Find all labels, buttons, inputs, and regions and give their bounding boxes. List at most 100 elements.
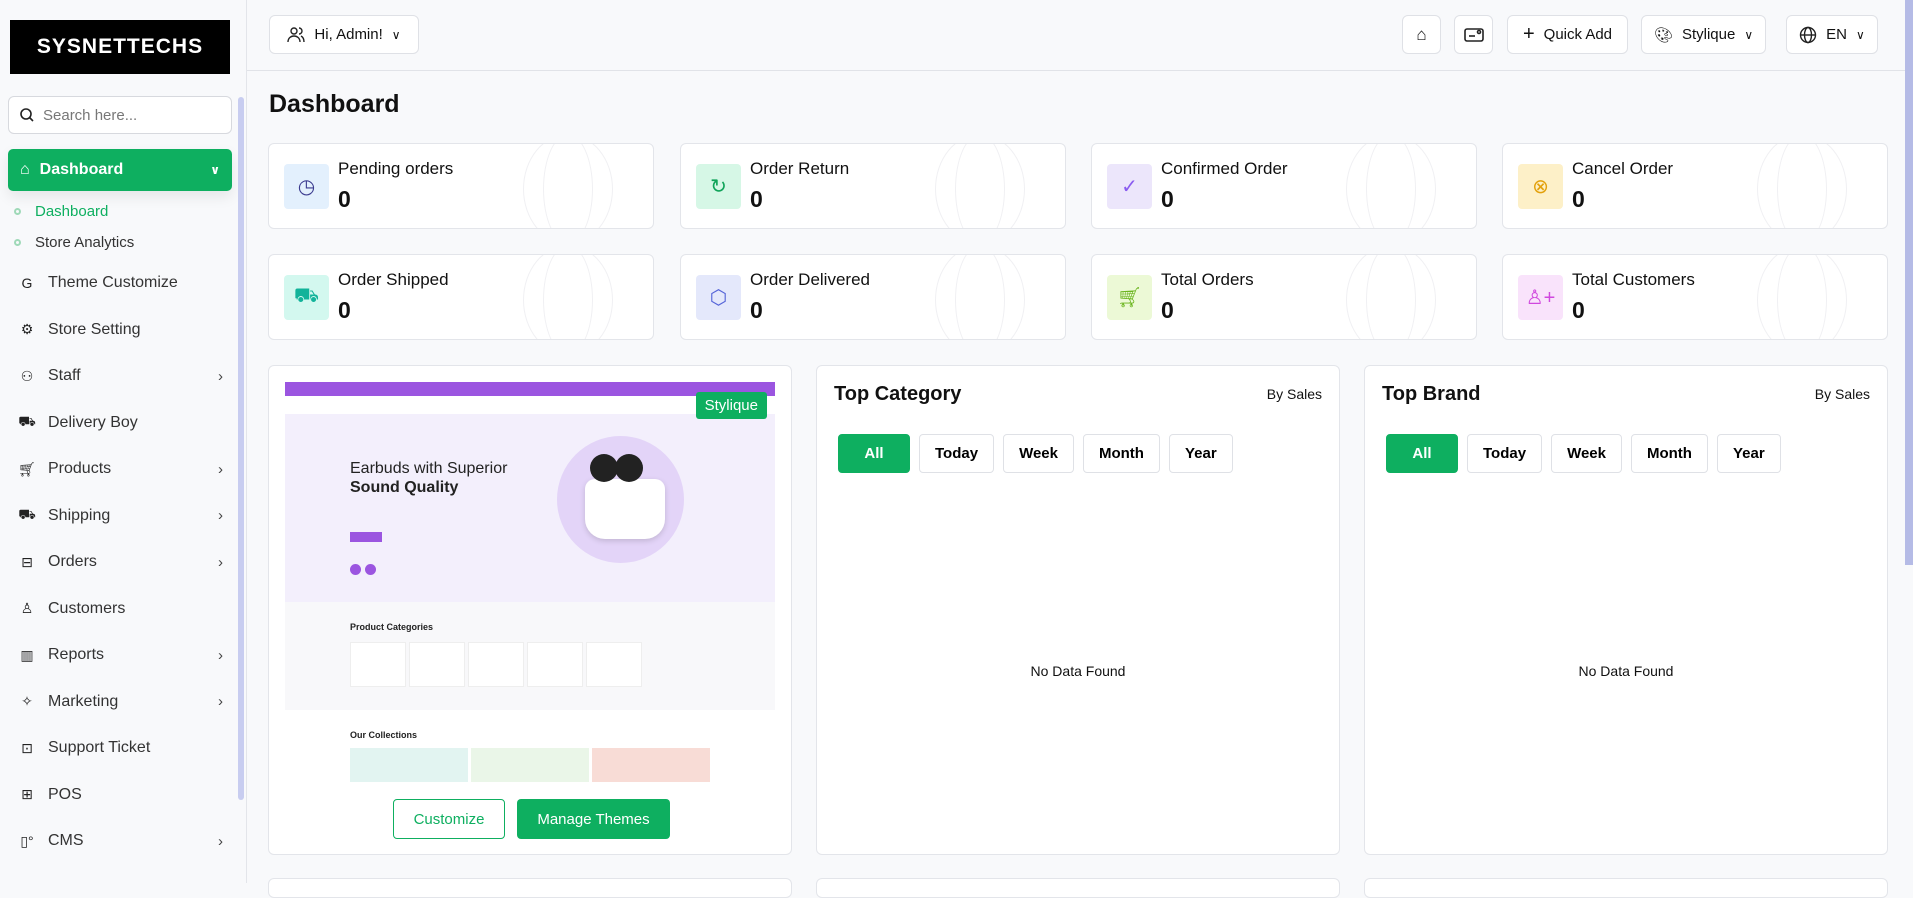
pos-icon: ⊞ [21, 786, 33, 802]
sidebar-item-products[interactable]: 🛒︎ Products › [18, 455, 223, 483]
next-card [816, 878, 1340, 898]
sidebar-item-label: Support Ticket [48, 739, 151, 756]
filter-today-button[interactable]: Today [1467, 434, 1543, 473]
stat-label: Order Return [750, 159, 850, 178]
cart-icon: 🛒︎ [1107, 275, 1152, 320]
sidebar-item-label: Store Setting [48, 320, 141, 338]
return-icon: ↻ [696, 164, 741, 209]
sidebar-item-delivery-boy[interactable]: ⛟ Delivery Boy [18, 409, 223, 437]
search-input[interactable] [43, 106, 213, 124]
stat-label: Order Shipped [338, 270, 449, 289]
top-brand-panel: Top Brand By Sales All Today Week Month Year… [1364, 365, 1888, 855]
admin-menu-button[interactable]: Hi, Admin! ∨ [269, 15, 419, 54]
filter-week-button[interactable]: Week [1551, 434, 1622, 473]
filter-year-button[interactable]: Year [1716, 434, 1781, 473]
sidebar-item-customers[interactable]: ♙ Customers [18, 595, 223, 623]
gear-icon: ⚙ [20, 321, 34, 337]
theme-icon: G [21, 275, 33, 291]
sidebar-scrollbar[interactable] [238, 97, 244, 800]
panel-title: Top Category [834, 383, 962, 405]
chevron-down-icon: ∨ [391, 27, 401, 42]
next-card [1364, 878, 1888, 898]
sidebar-item-marketing[interactable]: ✧ Marketing › [18, 688, 223, 716]
sidebar-item-theme-customize[interactable]: G Theme Customize [18, 269, 223, 297]
panel-subtitle: By Sales [1814, 386, 1870, 402]
theme-select[interactable]: 🎨︎ Stylique ∨ [1641, 15, 1766, 54]
sidebar-item-support-ticket[interactable]: ⊡ Support Ticket [18, 734, 223, 762]
stat-value: 0 [750, 297, 763, 323]
stat-value: 0 [750, 186, 763, 212]
sidebar-item-label: Delivery Boy [48, 413, 138, 431]
filter-all-button[interactable]: All [1386, 434, 1458, 473]
sidebar-item-label: POS [48, 785, 82, 803]
stat-value: 0 [1572, 297, 1585, 323]
id-card-icon [1463, 27, 1484, 42]
filter-today-button[interactable]: Today [919, 434, 995, 473]
language-select[interactable]: EN ∨ [1786, 15, 1878, 54]
sidebar-item-label: CMS [48, 832, 84, 849]
sidebar-item-label: Dashboard [39, 161, 124, 178]
filter-year-button[interactable]: Year [1168, 434, 1233, 473]
media-button[interactable] [1454, 15, 1493, 54]
stat-card-order-delivered[interactable]: ⬡ Order Delivered 0 [680, 254, 1066, 340]
sidebar-subitem-label: Store Analytics [35, 234, 135, 251]
stat-card-cancel-order[interactable]: ⊗ Cancel Order 0 [1502, 143, 1888, 229]
sidebar-item-cms[interactable]: ▯° CMS › [18, 827, 223, 855]
party-icon: ✧ [21, 693, 33, 709]
sidebar-item-label: Marketing [48, 692, 119, 710]
stat-card-total-customers[interactable]: ♙+ Total Customers 0 [1502, 254, 1888, 340]
stat-card-confirmed-order[interactable]: ✓ Confirmed Order 0 [1091, 143, 1477, 229]
customize-button[interactable]: Customize [393, 799, 505, 839]
manage-themes-button[interactable]: Manage Themes [517, 799, 670, 839]
visit-store-button[interactable]: ⌂ [1402, 15, 1441, 54]
filter-week-button[interactable]: Week [1003, 434, 1074, 473]
filter-group: All Today Week Month Year [1386, 434, 1781, 473]
chevron-right-icon: › [218, 553, 223, 571]
filter-all-button[interactable]: All [838, 434, 910, 473]
box-icon: ⬡ [696, 275, 741, 320]
bullet-icon [14, 208, 21, 215]
stat-card-order-shipped[interactable]: ⛟ Order Shipped 0 [268, 254, 654, 340]
filter-month-button[interactable]: Month [1082, 434, 1160, 473]
truck-icon: ⛟ [284, 275, 329, 320]
sidebar-item-label: Staff [48, 367, 81, 384]
bar-chart-icon: ▥ [20, 646, 34, 663]
stat-label: Cancel Order [1572, 159, 1674, 178]
panel-title: Top Brand [1382, 383, 1481, 405]
palette-icon: 🎨︎ [1653, 26, 1673, 44]
preview-headline: Earbuds with Superior Sound Quality [350, 460, 508, 496]
truck-icon: ⛟ [18, 413, 36, 429]
stat-label: Total Orders [1161, 270, 1254, 289]
users-icon [287, 26, 306, 42]
check-circle-icon: ✓ [1107, 164, 1152, 209]
sidebar-item-reports[interactable]: ▥ Reports › [18, 641, 223, 669]
stat-card-order-return[interactable]: ↻ Order Return 0 [680, 143, 1066, 229]
sidebar-item-dashboard[interactable]: ⌂ Dashboard ∨ [8, 149, 232, 191]
search-box [8, 96, 232, 134]
filter-month-button[interactable]: Month [1630, 434, 1708, 473]
panel-subtitle: By Sales [1266, 386, 1322, 402]
chevron-right-icon: › [218, 693, 223, 710]
logo[interactable]: SYSNETTECHS [10, 20, 230, 74]
globe-icon [1799, 26, 1817, 43]
chevron-down-icon: ∨ [1856, 27, 1865, 42]
sidebar-item-shipping[interactable]: ⛟ Shipping › [18, 502, 223, 530]
sidebar-item-store-setting[interactable]: ⚙ Store Setting [18, 316, 223, 344]
chevron-right-icon: › [218, 646, 223, 664]
next-card [268, 878, 792, 898]
page-scrollbar[interactable] [1905, 0, 1913, 565]
sidebar-item-staff[interactable]: ⚇ Staff › [18, 362, 223, 390]
sidebar-item-orders[interactable]: ⊟ Orders › [18, 548, 223, 576]
cms-icon: ▯° [20, 832, 34, 849]
preview-collections: Our Collections [285, 710, 775, 782]
stat-value: 0 [338, 186, 351, 212]
stat-card-pending-orders[interactable]: ◷ Pending orders 0 [268, 143, 654, 229]
sidebar-item-pos[interactable]: ⊞ POS [18, 781, 223, 809]
sidebar-subitem-dashboard[interactable]: Dashboard [14, 203, 108, 220]
stat-card-total-orders[interactable]: 🛒︎ Total Orders 0 [1091, 254, 1477, 340]
quick-add-button[interactable]: + Quick Add [1507, 15, 1628, 54]
stat-label: Total Customers [1572, 270, 1695, 289]
theme-preview-image[interactable]: Earbuds with Superior Sound Quality Produ… [285, 382, 775, 782]
sidebar-subitem-store-analytics[interactable]: Store Analytics [14, 234, 134, 251]
sidebar-item-label: Reports [48, 646, 105, 663]
